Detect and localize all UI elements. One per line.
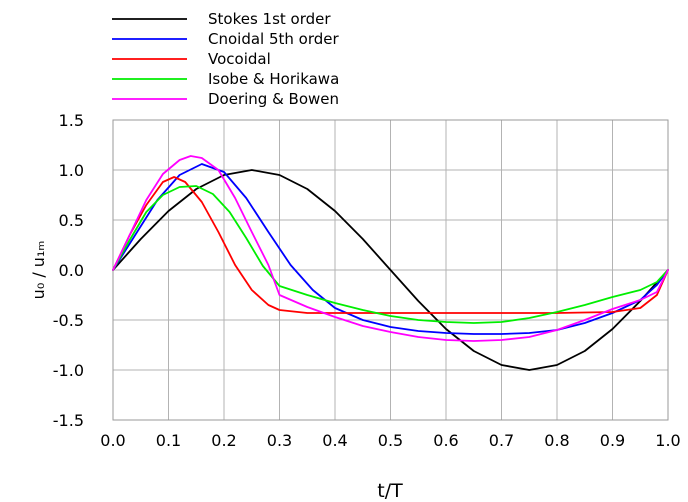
y-tick-label: -0.5 xyxy=(53,311,84,330)
x-tick-label: 0.8 xyxy=(544,431,569,450)
series-line-3 xyxy=(112,185,669,324)
y-tick-label: 1.5 xyxy=(59,111,84,130)
y-tick-label: 0.5 xyxy=(59,211,84,230)
x-tick-label: 0.3 xyxy=(267,431,292,450)
legend-label-3: Isobe & Horikawa xyxy=(208,70,339,88)
x-tick-label: 0.0 xyxy=(100,431,125,450)
y-tick-label: -1.0 xyxy=(53,361,84,380)
y-axis-label: u₀ / u₁ₘ xyxy=(29,241,48,300)
series-line-4 xyxy=(112,155,669,342)
series-line-2 xyxy=(112,176,669,314)
legend-label-4: Doering & Bowen xyxy=(208,90,339,108)
series-line-1 xyxy=(112,163,669,335)
legend-label-1: Cnoidal 5th order xyxy=(208,30,340,48)
x-tick-label: 0.2 xyxy=(211,431,236,450)
series-group xyxy=(112,155,669,371)
x-tick-label: 0.6 xyxy=(433,431,458,450)
y-tick-labels: 1.5 1.0 0.5 0.0 -0.5 -1.0 -1.5 xyxy=(53,111,84,430)
y-tick-label: 1.0 xyxy=(59,161,84,180)
legend: Stokes 1st order Cnoidal 5th order Vocoida… xyxy=(112,10,340,108)
x-tick-labels: 0.0 0.1 0.2 0.3 0.4 0.5 0.6 0.7 0.8 0.9 1.0 xyxy=(100,431,680,450)
x-axis-label: t/T xyxy=(377,480,403,502)
series-line-0 xyxy=(112,169,669,371)
x-tick-label: 0.7 xyxy=(489,431,514,450)
x-tick-label: 0.1 xyxy=(156,431,181,450)
y-tick-label: -1.5 xyxy=(53,411,84,430)
x-tick-label: 0.5 xyxy=(378,431,403,450)
x-tick-label: 0.9 xyxy=(600,431,625,450)
legend-label-2: Vocoidal xyxy=(208,50,271,68)
legend-label-0: Stokes 1st order xyxy=(208,10,331,28)
x-tick-label: 0.4 xyxy=(322,431,347,450)
x-tick-label: 1.0 xyxy=(655,431,680,450)
y-tick-label: 0.0 xyxy=(59,261,84,280)
